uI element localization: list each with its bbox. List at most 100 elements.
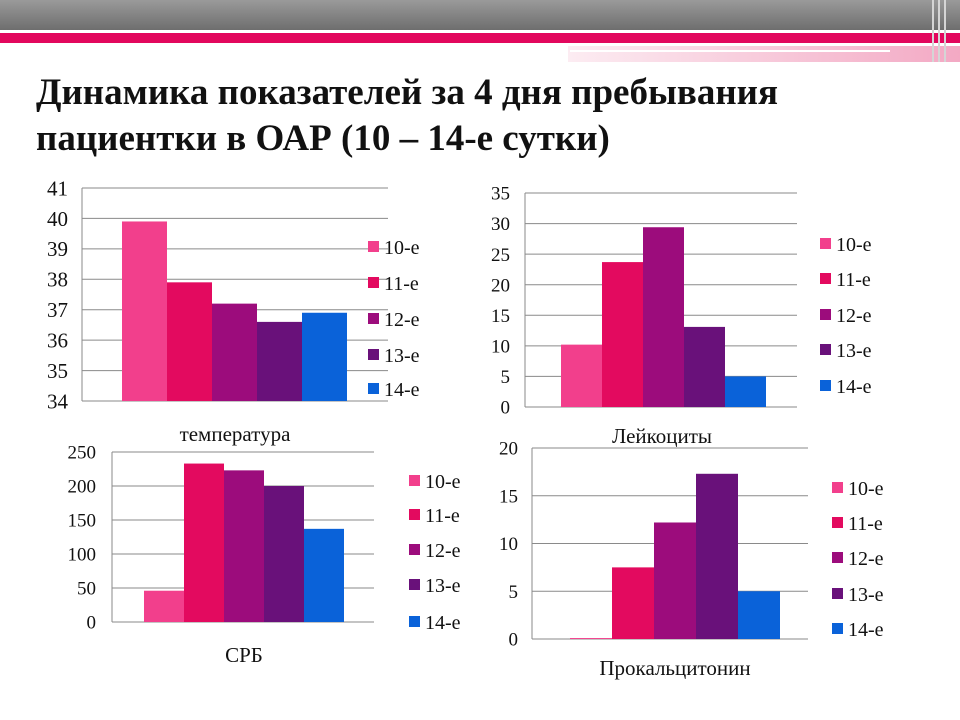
legend-label: 14-е (848, 619, 884, 641)
legend-label: 13-е (425, 575, 461, 597)
legend-swatch (820, 380, 831, 391)
legend-label: 13-е (384, 345, 420, 367)
y-tick-label: 0 (509, 630, 519, 651)
chart-crp: 0 50 100 150 200 250 СРБ 10-е 11-е 12-е 13-е 14-е (68, 443, 461, 667)
bar-14-е (302, 312, 347, 401)
chart-temperature: 34 35 36 37 38 39 40 41 температура 10-е 11-е 12-е 1… (47, 176, 420, 446)
bar-11-е (167, 282, 212, 401)
y-tick-label: 15 (499, 486, 518, 507)
y-tick-label: 38 (47, 268, 68, 292)
bar-14-е (304, 528, 344, 622)
bar-13-е (264, 486, 304, 622)
legend-swatch (368, 241, 379, 252)
chart-leukocytes: 0 5 10 15 20 25 30 35 Лейкоциты 10-е 11-е 12-е 13-е 1… (491, 184, 872, 448)
legend-label: 10-е (836, 234, 872, 256)
x-axis-label: Прокальцитонин (599, 656, 750, 680)
top-gray-bar (0, 0, 960, 30)
legend-label: 14-е (425, 612, 461, 634)
bar-13-е (684, 326, 725, 407)
legend-swatch (820, 344, 831, 355)
bar-10-е (570, 638, 612, 639)
legend-swatch (832, 552, 843, 563)
y-tick-label: 50 (77, 579, 96, 600)
slide-title: Динамика показателей за 4 дня пребывания… (36, 70, 936, 162)
legend-swatch (368, 277, 379, 288)
y-tick-label: 41 (47, 176, 68, 200)
y-tick-label: 250 (68, 443, 97, 464)
legend-label: 14-е (836, 376, 872, 398)
x-axis-label: температура (180, 422, 292, 446)
legend-label: 12-е (384, 309, 420, 331)
y-tick-label: 0 (87, 613, 97, 634)
y-tick-label: 10 (499, 534, 518, 555)
decorative-vertical-lines (930, 0, 954, 62)
legend-label: 13-е (836, 340, 872, 362)
y-tick-label: 34 (47, 389, 69, 413)
y-tick-label: 20 (499, 439, 518, 460)
legend-swatch (409, 579, 420, 590)
bar-12-е (643, 227, 684, 407)
legend-label: 12-е (425, 540, 461, 562)
y-tick-label: 100 (68, 545, 97, 566)
legend-swatch (832, 623, 843, 634)
legend-label: 10-е (384, 237, 420, 259)
y-tick-label: 36 (47, 328, 68, 352)
legend-label: 11-е (425, 505, 460, 527)
y-tick-label: 5 (509, 582, 519, 603)
bar-10-е (144, 590, 184, 622)
bar-11-е (602, 262, 643, 407)
legend-label: 13-е (848, 584, 884, 606)
x-axis-label: СРБ (225, 643, 263, 667)
legend-swatch (820, 273, 831, 284)
bar-10-е (122, 221, 167, 401)
y-tick-label: 15 (491, 306, 510, 327)
title-line-1: Динамика показателей за 4 дня пребывания (36, 72, 778, 113)
legend-swatch (368, 313, 379, 324)
legend-label: 11-е (848, 513, 883, 535)
legend-label: 10-е (425, 471, 461, 493)
accent-stripe (0, 33, 960, 43)
legend-label: 11-е (384, 273, 419, 295)
legend-swatch (832, 517, 843, 528)
legend-label: 11-е (836, 269, 871, 291)
y-tick-label: 30 (491, 214, 510, 235)
x-axis-label: Лейкоциты (612, 424, 712, 448)
bar-12-е (224, 470, 264, 622)
bar-11-е (184, 463, 224, 622)
legend-label: 12-е (836, 305, 872, 327)
legend-swatch (820, 309, 831, 320)
bar-10-е (561, 344, 602, 407)
legend-label: 12-е (848, 548, 884, 570)
y-tick-label: 35 (47, 359, 68, 383)
y-tick-label: 10 (491, 337, 510, 358)
bar-14-е (725, 376, 766, 407)
bar-12-е (212, 303, 257, 401)
y-tick-label: 39 (47, 237, 68, 261)
legend-swatch (832, 588, 843, 599)
y-tick-label: 25 (491, 245, 510, 266)
legend-swatch (409, 544, 420, 555)
bar-12-е (654, 522, 696, 639)
title-line-2: пациентки в ОАР (10 – 14-е сутки) (36, 118, 610, 159)
legend-label: 14-е (384, 379, 420, 401)
bar-11-е (612, 567, 654, 639)
y-tick-label: 200 (68, 477, 97, 498)
y-tick-label: 40 (47, 207, 68, 231)
bar-13-е (696, 473, 738, 639)
legend-swatch (409, 475, 420, 486)
legend-swatch (409, 509, 420, 520)
legend-swatch (368, 349, 379, 360)
bar-13-е (257, 321, 302, 401)
y-tick-label: 5 (501, 367, 511, 388)
accent-thin-line (570, 50, 890, 52)
y-tick-label: 0 (501, 398, 511, 419)
y-tick-label: 35 (491, 184, 510, 205)
legend-swatch (368, 383, 379, 394)
y-tick-label: 20 (491, 275, 510, 296)
y-tick-label: 150 (68, 511, 97, 532)
legend-label: 10-е (848, 478, 884, 500)
legend-swatch (820, 238, 831, 249)
chart-procalcitonin: 0 5 10 15 20 Прокальцитонин 10-е 11-е 12-е 13-е 14… (499, 439, 884, 680)
y-tick-label: 37 (47, 298, 68, 322)
